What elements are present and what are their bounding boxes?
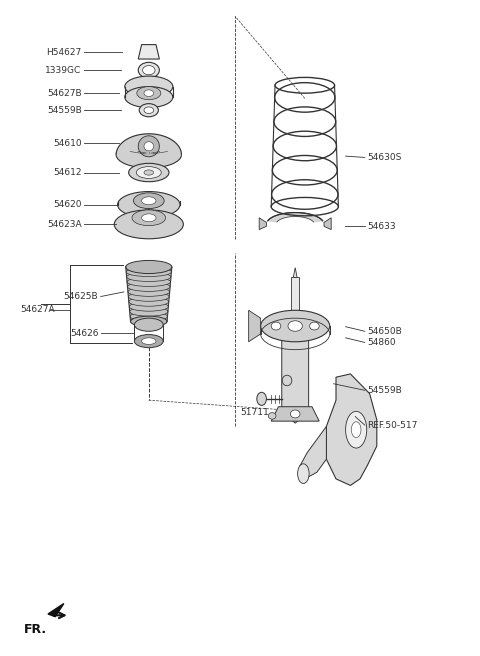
Ellipse shape bbox=[271, 322, 281, 330]
Ellipse shape bbox=[126, 262, 172, 272]
Ellipse shape bbox=[129, 302, 168, 311]
Ellipse shape bbox=[142, 197, 156, 205]
Ellipse shape bbox=[144, 90, 154, 96]
Text: 51711: 51711 bbox=[240, 408, 269, 417]
Text: 54626: 54626 bbox=[70, 329, 98, 338]
Ellipse shape bbox=[257, 392, 266, 405]
Ellipse shape bbox=[126, 268, 171, 277]
Ellipse shape bbox=[290, 410, 300, 418]
Ellipse shape bbox=[127, 277, 170, 287]
Polygon shape bbox=[324, 218, 331, 230]
Ellipse shape bbox=[351, 422, 361, 438]
Polygon shape bbox=[126, 267, 172, 321]
Ellipse shape bbox=[116, 142, 181, 168]
Text: FR.: FR. bbox=[24, 623, 47, 636]
Text: 54630S: 54630S bbox=[367, 153, 402, 162]
Text: 54559B: 54559B bbox=[47, 106, 82, 115]
Polygon shape bbox=[268, 213, 323, 222]
Text: 54559B: 54559B bbox=[367, 386, 402, 395]
Text: 54627B: 54627B bbox=[47, 89, 82, 98]
Ellipse shape bbox=[282, 375, 292, 386]
Ellipse shape bbox=[130, 307, 168, 316]
Ellipse shape bbox=[126, 260, 172, 274]
Ellipse shape bbox=[128, 282, 170, 291]
Ellipse shape bbox=[131, 316, 167, 327]
Polygon shape bbox=[48, 604, 64, 617]
Ellipse shape bbox=[261, 310, 330, 342]
Ellipse shape bbox=[144, 142, 154, 151]
Ellipse shape bbox=[346, 411, 367, 448]
Ellipse shape bbox=[310, 322, 319, 330]
Text: 54620: 54620 bbox=[53, 200, 82, 209]
Ellipse shape bbox=[128, 292, 169, 301]
Ellipse shape bbox=[125, 87, 173, 108]
Ellipse shape bbox=[143, 66, 155, 75]
Text: 54612: 54612 bbox=[53, 168, 82, 177]
Ellipse shape bbox=[130, 312, 168, 321]
Polygon shape bbox=[116, 134, 181, 155]
Ellipse shape bbox=[142, 214, 156, 222]
Ellipse shape bbox=[138, 136, 159, 157]
Ellipse shape bbox=[129, 297, 169, 306]
Ellipse shape bbox=[118, 192, 180, 218]
Text: 54650B: 54650B bbox=[367, 327, 402, 336]
Ellipse shape bbox=[129, 163, 169, 182]
Polygon shape bbox=[282, 328, 309, 423]
Polygon shape bbox=[138, 45, 159, 59]
Polygon shape bbox=[300, 426, 326, 479]
Text: H54627: H54627 bbox=[47, 48, 82, 57]
Text: 54623A: 54623A bbox=[47, 220, 82, 229]
Ellipse shape bbox=[288, 321, 302, 331]
Ellipse shape bbox=[114, 210, 183, 239]
Ellipse shape bbox=[125, 76, 173, 97]
Text: 54860: 54860 bbox=[367, 338, 396, 347]
Ellipse shape bbox=[138, 62, 159, 78]
Text: 1339GC: 1339GC bbox=[45, 66, 82, 75]
Polygon shape bbox=[326, 374, 377, 485]
Ellipse shape bbox=[134, 335, 163, 348]
Ellipse shape bbox=[282, 323, 309, 333]
Text: REF.50-517: REF.50-517 bbox=[367, 420, 418, 430]
Polygon shape bbox=[271, 407, 319, 421]
Ellipse shape bbox=[133, 193, 164, 209]
Ellipse shape bbox=[268, 413, 276, 419]
Ellipse shape bbox=[134, 318, 163, 331]
Ellipse shape bbox=[128, 287, 169, 297]
Ellipse shape bbox=[142, 338, 156, 344]
Text: 54633: 54633 bbox=[367, 222, 396, 231]
Ellipse shape bbox=[132, 210, 166, 226]
Ellipse shape bbox=[139, 104, 158, 117]
Polygon shape bbox=[249, 310, 261, 342]
Text: 54627A: 54627A bbox=[20, 305, 55, 314]
Text: 54625B: 54625B bbox=[64, 292, 98, 301]
Ellipse shape bbox=[144, 170, 154, 175]
Ellipse shape bbox=[127, 272, 171, 281]
Text: 54610: 54610 bbox=[53, 138, 82, 148]
Polygon shape bbox=[293, 268, 297, 277]
Ellipse shape bbox=[298, 464, 309, 483]
Ellipse shape bbox=[137, 87, 161, 100]
Polygon shape bbox=[259, 218, 266, 230]
Ellipse shape bbox=[144, 107, 154, 113]
Polygon shape bbox=[291, 277, 299, 326]
Ellipse shape bbox=[131, 317, 167, 326]
Ellipse shape bbox=[136, 167, 161, 178]
